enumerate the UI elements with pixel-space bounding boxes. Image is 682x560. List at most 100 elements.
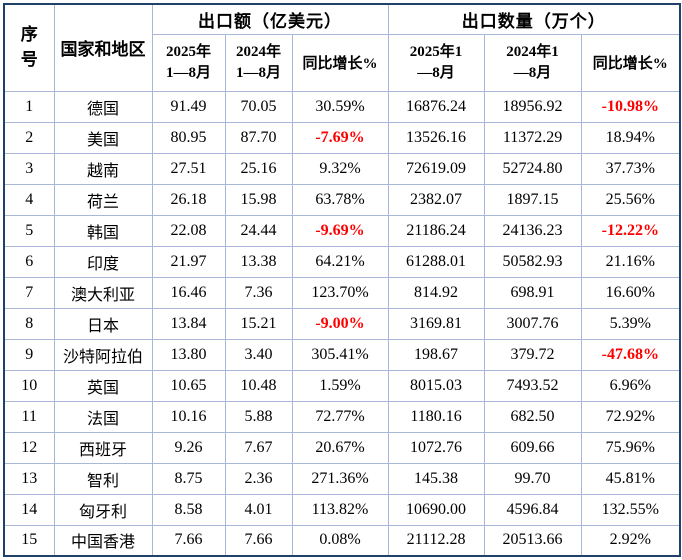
value-cell: 1.59%: [291, 369, 389, 402]
value-cell: 698.91: [483, 276, 582, 309]
serial-cell: 4: [3, 183, 55, 216]
country-cell: 中国香港: [53, 524, 153, 557]
header-sub-row: 2025年 1—8月 2024年 1—8月 同比增长% 2025年1 —8月 2…: [4, 33, 681, 92]
value-cell: 0.08%: [291, 524, 389, 557]
country-cell: 美国: [53, 121, 153, 154]
serial-cell: 14: [3, 493, 55, 526]
value-cell: 87.70: [224, 121, 293, 154]
header-group-row: 序号 国家和地区 出口额（亿美元） 出口数量（万个）: [3, 3, 681, 92]
value-cell: 21.97: [151, 245, 226, 278]
country-cell: 英国: [53, 369, 153, 402]
value-cell: 7.67: [224, 431, 293, 464]
serial-cell: 1: [3, 90, 55, 123]
value-cell: 609.66: [483, 431, 582, 464]
value-cell: -9.69%: [291, 214, 389, 247]
value-cell: 145.38: [387, 462, 485, 495]
country-cell: 法国: [53, 400, 153, 433]
value-cell: 21.16%: [580, 245, 681, 278]
value-cell: 5.39%: [580, 307, 681, 340]
value-cell: 682.50: [483, 400, 582, 433]
table-row: 7 澳大利亚 16.46 7.36 123.70% 814.92 698.91 16.60%: [3, 276, 681, 309]
country-cell: 日本: [53, 307, 153, 340]
country-cell: 印度: [53, 245, 153, 278]
value-cell: 75.96%: [580, 431, 681, 464]
table-row: 3 越南 27.51 25.16 9.32% 72619.09 52724.80 37.73%: [3, 152, 681, 185]
value-cell: 9.26: [151, 431, 226, 464]
table-row: 11 法国 10.16 5.88 72.77% 1180.16 682.50 72.92%: [3, 400, 681, 433]
value-cell: 72619.09: [387, 152, 485, 185]
value-cell: 72.77%: [291, 400, 389, 433]
value-cell: -12.22%: [580, 214, 681, 247]
value-cell: 22.08: [151, 214, 226, 247]
serial-cell: 10: [3, 369, 55, 402]
value-cell: 113.82%: [291, 493, 389, 526]
value-cell: 7493.52: [483, 369, 582, 402]
value-cell: 305.41%: [291, 338, 389, 371]
country-cell: 韩国: [53, 214, 153, 247]
value-cell: 8015.03: [387, 369, 485, 402]
value-cell: 21112.28: [387, 524, 485, 557]
value-cell: 25.16: [224, 152, 293, 185]
value-cell: 10690.00: [387, 493, 485, 526]
value-cell: 8.75: [151, 462, 226, 495]
country-cell: 沙特阿拉伯: [53, 338, 153, 371]
country-cell: 澳大利亚: [53, 276, 153, 309]
value-cell: 1180.16: [387, 400, 485, 433]
table-row: 10 英国 10.65 10.48 1.59% 8015.03 7493.52 6.96%: [3, 369, 681, 402]
value-cell: 91.49: [151, 90, 226, 123]
value-cell: 2.36: [224, 462, 293, 495]
value-cell: 99.70: [483, 462, 582, 495]
serial-cell: 13: [3, 462, 55, 495]
value-cell: 37.73%: [580, 152, 681, 185]
table-row: 4 荷兰 26.18 15.98 63.78% 2382.07 1897.15 25.56%: [3, 183, 681, 216]
table-header: 序号 国家和地区 出口额（亿美元） 出口数量（万个） 2025年 1—8月 20…: [3, 3, 681, 92]
serial-cell: 2: [3, 121, 55, 154]
value-cell: 27.51: [151, 152, 226, 185]
table-row: 1 德国 91.49 70.05 30.59% 16876.24 18956.92 -10.9…: [3, 90, 681, 123]
value-cell: 10.48: [224, 369, 293, 402]
value-cell: 1897.15: [483, 183, 582, 216]
value-cell: 16.46: [151, 276, 226, 309]
value-cell: 4596.84: [483, 493, 582, 526]
value-cell: 123.70%: [291, 276, 389, 309]
value-cell: 15.98: [224, 183, 293, 216]
value-cell: 13.80: [151, 338, 226, 371]
value-cell: 61288.01: [387, 245, 485, 278]
table-row: 5 韩国 22.08 24.44 -9.69% 21186.24 24136.23 -12.2…: [3, 214, 681, 247]
value-cell: 1072.76: [387, 431, 485, 464]
value-cell: 64.21%: [291, 245, 389, 278]
value-cell: 25.56%: [580, 183, 681, 216]
value-cell: -7.69%: [291, 121, 389, 154]
value-cell: 24136.23: [483, 214, 582, 247]
serial-cell: 15: [3, 524, 55, 557]
serial-cell: 11: [3, 400, 55, 433]
value-cell: 80.95: [151, 121, 226, 154]
value-cell: 10.16: [151, 400, 226, 433]
header-qty-2024: 2024年1 —8月: [483, 33, 582, 92]
serial-cell: 9: [3, 338, 55, 371]
export-statistics-table: 序号 国家和地区 出口额（亿美元） 出口数量（万个） 2025年 1—8月 20…: [3, 3, 682, 557]
value-cell: 7.66: [151, 524, 226, 557]
value-cell: 21186.24: [387, 214, 485, 247]
country-cell: 智利: [53, 462, 153, 495]
value-cell: 45.81%: [580, 462, 681, 495]
value-cell: 6.96%: [580, 369, 681, 402]
value-cell: 7.66: [224, 524, 293, 557]
value-cell: 4.01: [224, 493, 293, 526]
value-cell: 379.72: [483, 338, 582, 371]
table-row: 2 美国 80.95 87.70 -7.69% 13526.16 11372.29 18.94…: [3, 121, 681, 154]
country-cell: 越南: [53, 152, 153, 185]
value-cell: 7.36: [224, 276, 293, 309]
table-row: 13 智利 8.75 2.36 271.36% 145.38 99.70 45.81%: [3, 462, 681, 495]
value-cell: 70.05: [224, 90, 293, 123]
value-cell: -47.68%: [580, 338, 681, 371]
value-cell: 50582.93: [483, 245, 582, 278]
value-cell: 18956.92: [483, 90, 582, 123]
value-cell: 30.59%: [291, 90, 389, 123]
value-cell: 20513.66: [483, 524, 582, 557]
value-cell: 13526.16: [387, 121, 485, 154]
value-cell: 20.67%: [291, 431, 389, 464]
header-group-export-quantity: 出口数量（万个）: [387, 3, 681, 35]
serial-cell: 5: [3, 214, 55, 247]
